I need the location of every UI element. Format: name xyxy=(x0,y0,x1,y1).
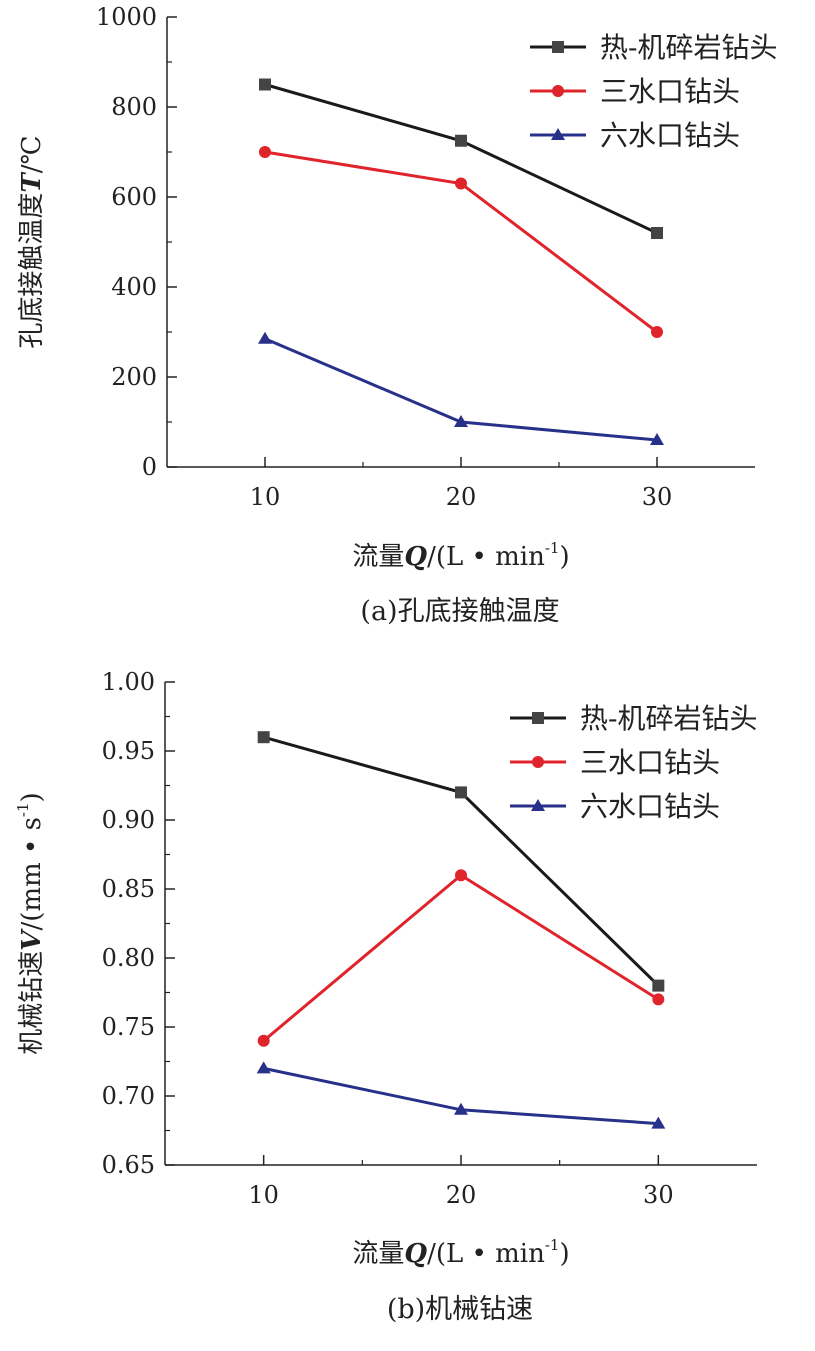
data-point xyxy=(552,85,564,97)
series-line xyxy=(262,873,660,1042)
data-point xyxy=(551,128,565,140)
y-axis-label: 孔底接触温度T/℃ xyxy=(17,135,47,348)
figure-caption: (b)机械钻速 xyxy=(387,1294,533,1325)
data-point xyxy=(455,177,467,190)
data-point xyxy=(651,227,663,239)
y-tick-label: 0.80 xyxy=(102,944,155,972)
x-tick-label: 20 xyxy=(446,1181,477,1209)
chart-b: 0.65 0.70 0.75 0.80 0.85 0.90 0.95 1.00 10 20 30 流量… xyxy=(14,668,757,1325)
y-tick-label: 0.85 xyxy=(102,875,155,903)
data-point xyxy=(258,331,272,344)
series-line xyxy=(264,83,658,235)
series-1 xyxy=(257,869,665,1047)
data-point xyxy=(257,731,270,744)
legend-label: 六水口钻头 xyxy=(580,790,720,823)
y-tick-label: 0.95 xyxy=(102,737,155,765)
series-0 xyxy=(259,78,663,239)
y-tick-label: 0.75 xyxy=(102,1013,155,1041)
x-axis-label: 流量Q/(L • min-1) xyxy=(352,1236,569,1269)
y-tick-label: 1.00 xyxy=(102,668,155,696)
legend-entry: 三水口钻头 xyxy=(530,75,740,108)
y-tick-label: 800 xyxy=(111,93,157,121)
series-0 xyxy=(257,731,665,992)
data-point xyxy=(532,712,544,724)
data-point xyxy=(652,993,665,1006)
data-point xyxy=(256,1061,271,1074)
y-tick-label: 200 xyxy=(111,363,157,391)
data-point xyxy=(455,869,467,882)
data-point xyxy=(651,1116,666,1129)
x-tick-label: 10 xyxy=(248,1181,279,1209)
y-axis-label: 机械钻速V/(mm • s-1) xyxy=(14,792,47,1054)
y-tick-label: 0.70 xyxy=(102,1082,155,1110)
x-tick-label: 30 xyxy=(643,1181,674,1209)
data-point xyxy=(651,326,663,338)
x-tick-label: 10 xyxy=(250,483,281,511)
y-tick-label: 0 xyxy=(142,453,157,481)
data-point xyxy=(532,756,544,768)
chart-a: 0 200 400 600 800 1000 10 20 30 流量Q/(L • min-1) 孔底… xyxy=(17,3,777,627)
data-point xyxy=(259,146,271,158)
y-tick-label: 1000 xyxy=(96,3,157,31)
data-point xyxy=(531,799,545,811)
y-tick-label: 400 xyxy=(111,273,157,301)
legend-entry: 热-机碎岩钻头 xyxy=(530,31,777,64)
x-tick-label: 20 xyxy=(446,483,477,511)
series-2 xyxy=(256,1061,666,1129)
series-line xyxy=(263,1066,659,1126)
y-tick-label: 0.65 xyxy=(102,1151,155,1179)
data-point xyxy=(259,78,271,91)
x-tick-label: 30 xyxy=(642,483,673,511)
legend-label: 三水口钻头 xyxy=(580,746,720,779)
x-axis-label: 流量Q/(L • min-1) xyxy=(352,539,569,572)
y-tick-label: 0.90 xyxy=(102,806,155,834)
data-point xyxy=(650,433,664,445)
data-point xyxy=(454,1102,468,1115)
series-2 xyxy=(258,331,664,445)
data-point xyxy=(454,415,468,427)
legend-entry: 三水口钻头 xyxy=(510,746,720,779)
data-point xyxy=(455,786,467,799)
series-1 xyxy=(259,146,663,338)
y-tick-label: 600 xyxy=(111,183,157,211)
figure-caption: (a)孔底接触温度 xyxy=(360,596,559,627)
data-point xyxy=(455,134,467,147)
legend-entry: 六水口钻头 xyxy=(510,790,720,823)
data-point xyxy=(652,979,665,992)
legend-label: 六水口钻头 xyxy=(600,119,740,152)
data-point xyxy=(257,1034,270,1047)
legend-entry: 六水口钻头 xyxy=(530,119,740,152)
legend-label: 热-机碎岩钻头 xyxy=(580,702,757,735)
legend-label: 三水口钻头 xyxy=(600,75,740,108)
legend-label: 热-机碎岩钻头 xyxy=(600,31,777,64)
legend-entry: 热-机碎岩钻头 xyxy=(510,702,757,735)
data-point xyxy=(552,41,564,53)
